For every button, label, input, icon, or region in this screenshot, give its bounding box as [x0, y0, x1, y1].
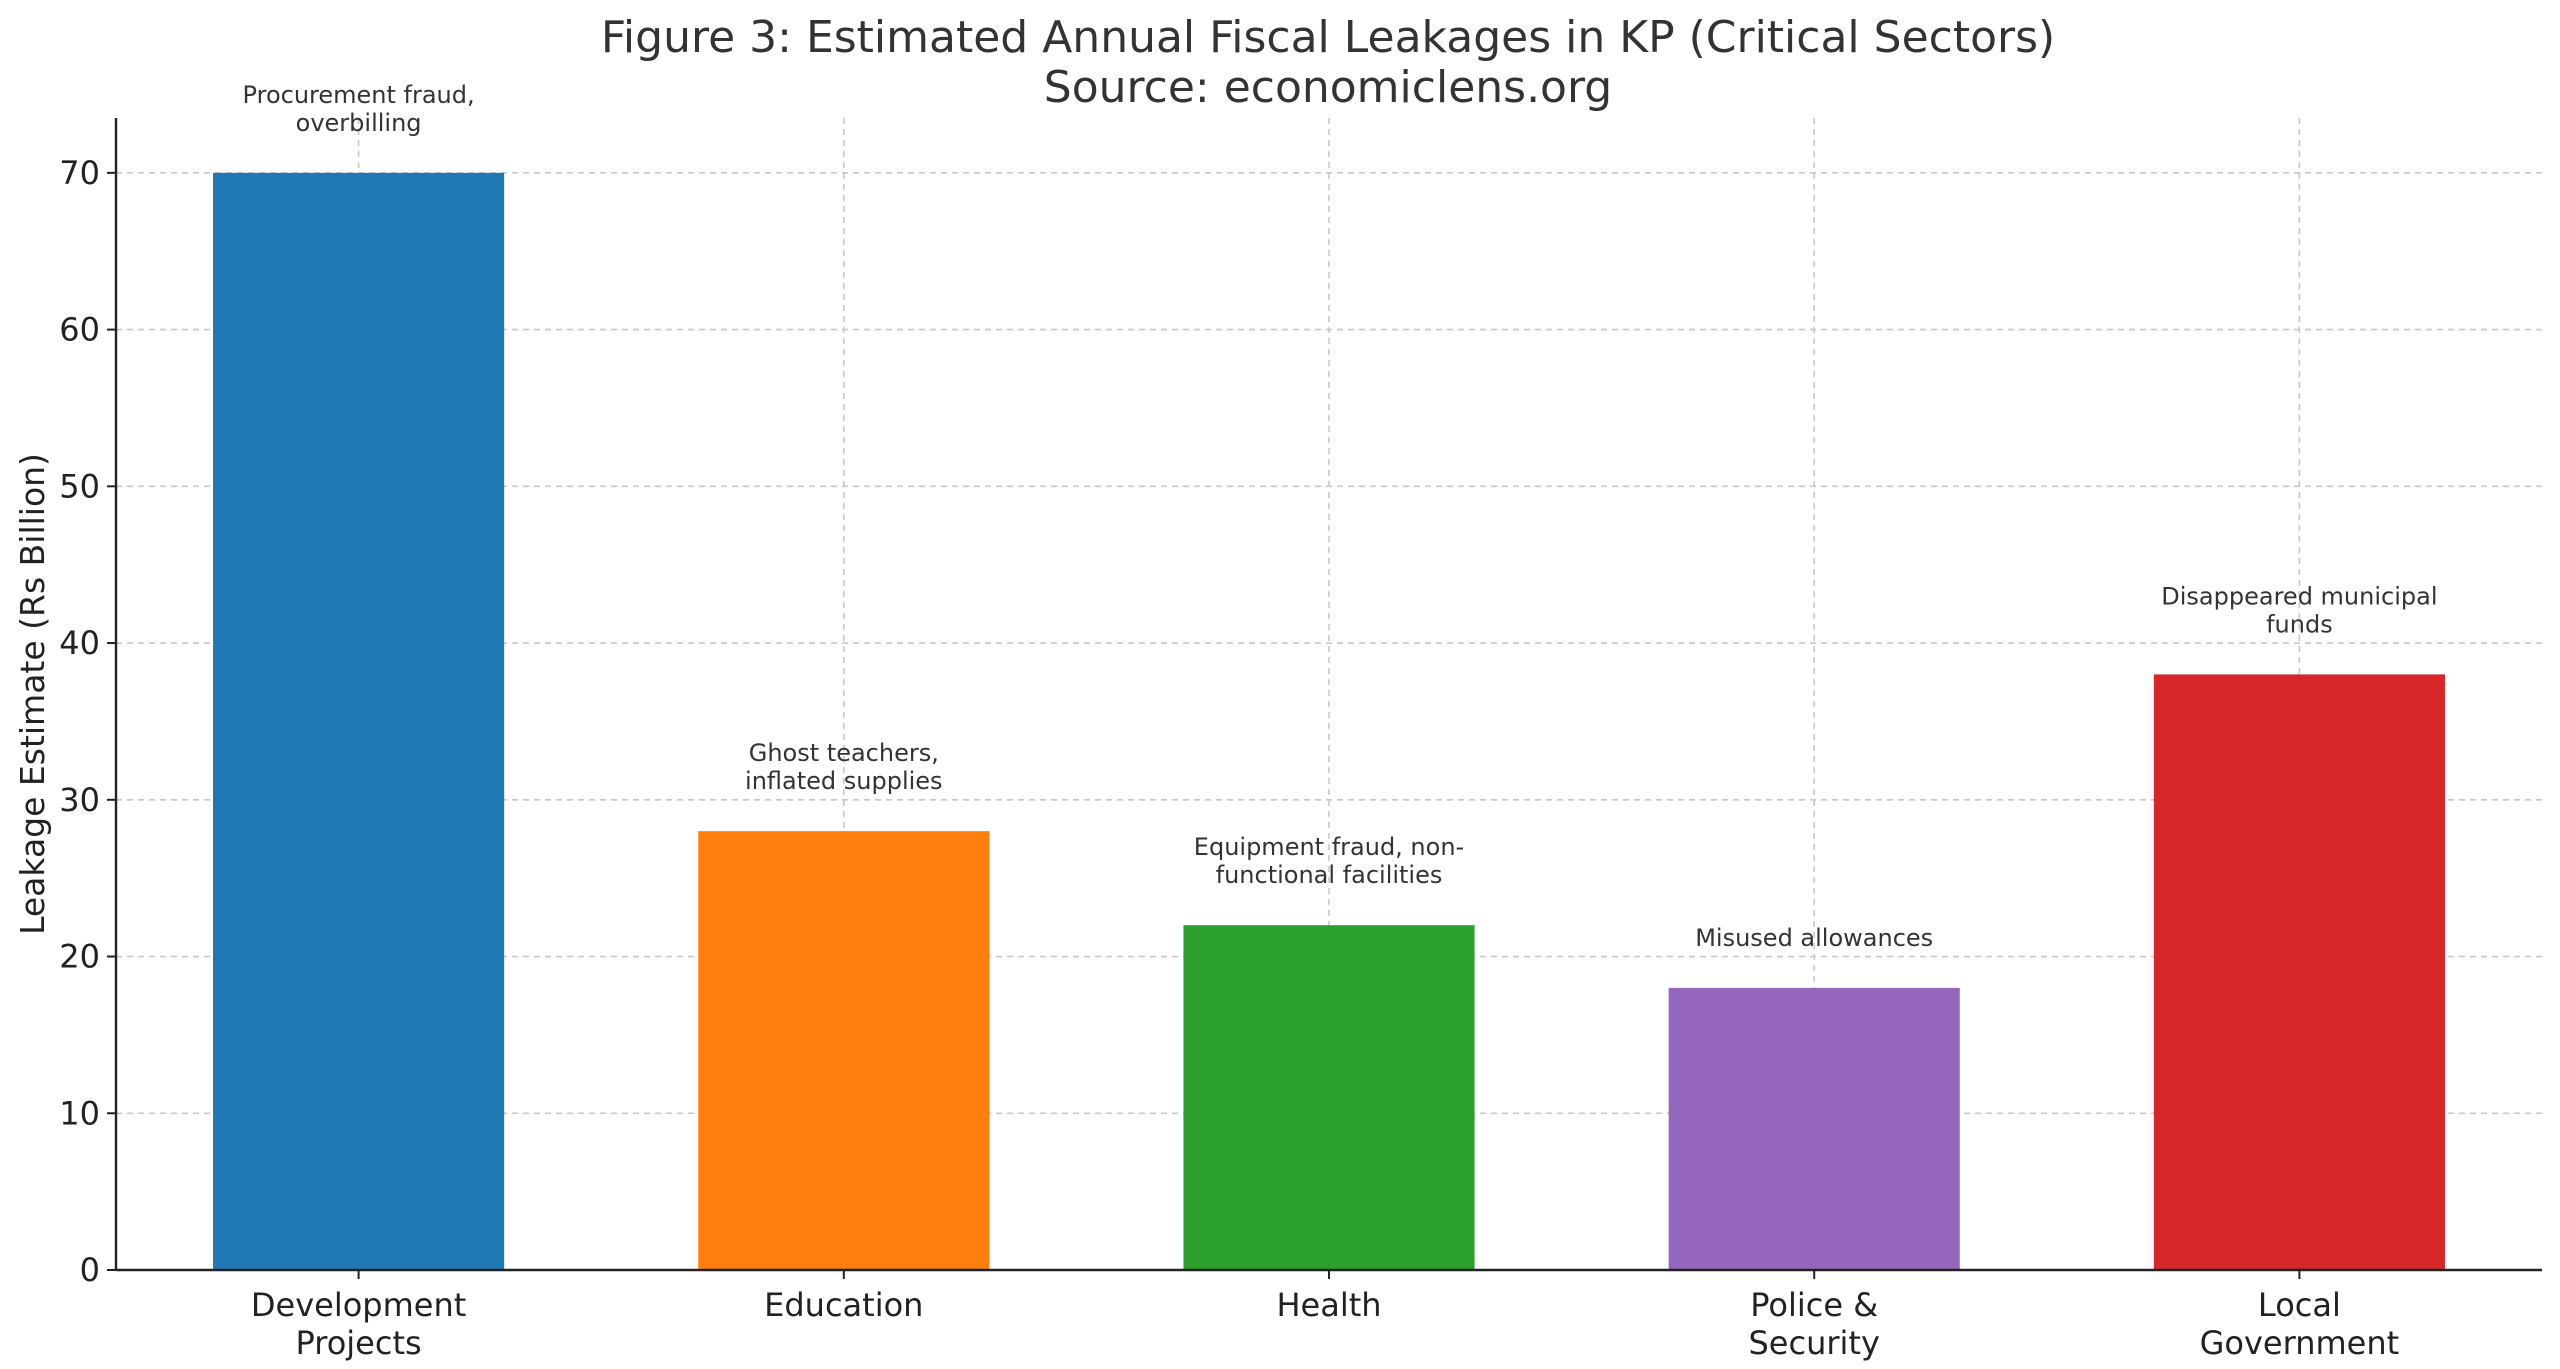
- y-tick-label: 60: [59, 311, 100, 349]
- bar-annotation: Disappeared municipal funds: [2161, 582, 2437, 638]
- bar-annotation: Ghost teachers, inflated supplies: [745, 739, 943, 795]
- bar-2: [1183, 925, 1475, 1270]
- x-tick-label: Education: [764, 1286, 923, 1324]
- x-tick-label: Police & Security: [1748, 1286, 1879, 1362]
- y-tick-label: 70: [59, 154, 100, 192]
- y-tick-label: 20: [59, 938, 100, 976]
- x-tick-label: Local Government: [2200, 1286, 2400, 1362]
- bar-0: [213, 172, 505, 1270]
- chart-title: Figure 3: Estimated Annual Fiscal Leakag…: [601, 12, 2055, 63]
- bar-4: [2153, 674, 2445, 1270]
- bar-3: [1668, 987, 1960, 1270]
- axes: [107, 118, 2542, 1279]
- x-tick-label: Development Projects: [251, 1286, 466, 1362]
- y-tick-label: 50: [59, 467, 100, 505]
- y-tick-label: 0: [80, 1251, 100, 1289]
- bar-annotation: Equipment fraud, non-functional faciliti…: [1194, 833, 1464, 889]
- chart-subtitle: Source: economiclens.org: [1044, 62, 1612, 113]
- bar-1: [698, 831, 990, 1270]
- labels: 0 10 20 30 40 50 60 70 Development Projects Procur…: [59, 81, 2437, 1362]
- y-axis-label: Leakage Estimate (Rs Billion): [13, 453, 52, 935]
- y-tick-label: 10: [59, 1094, 100, 1132]
- bar-annotation: Procurement fraud, overbilling: [243, 81, 475, 137]
- bar-annotation: Misused allowances: [1695, 924, 1933, 952]
- y-tick-label: 30: [59, 781, 100, 819]
- x-tick-label: Health: [1276, 1286, 1381, 1324]
- y-tick-label: 40: [59, 624, 100, 662]
- bars: [213, 172, 2445, 1270]
